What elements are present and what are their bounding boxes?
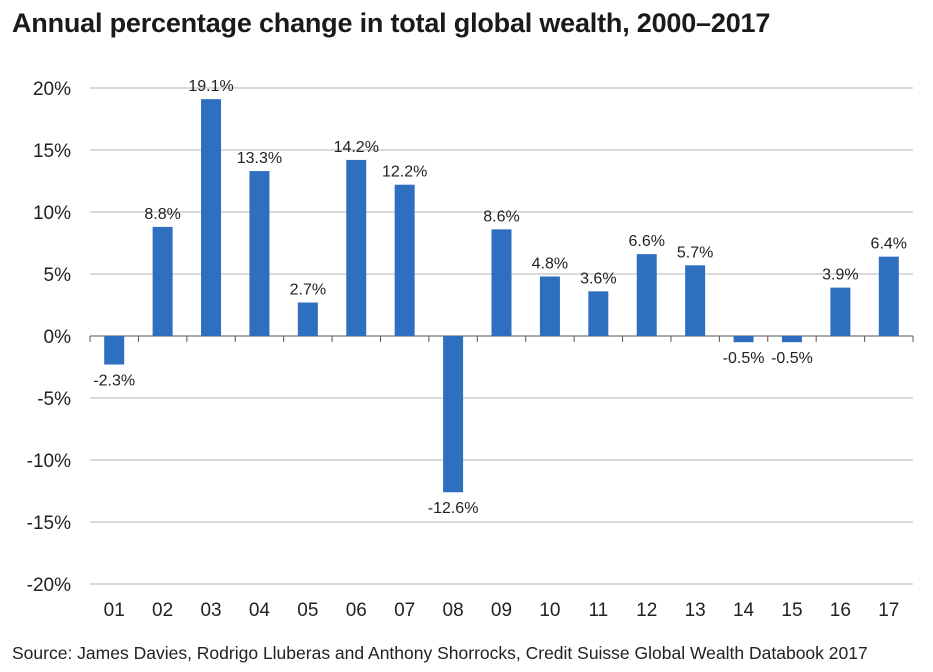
data-label: 8.8% (144, 206, 180, 223)
gridlines (89, 87, 914, 585)
bar (636, 254, 657, 336)
bar (781, 336, 802, 343)
y-tick-label: -15% (27, 513, 71, 534)
bar (539, 276, 560, 336)
y-tick-label: 20% (33, 79, 71, 100)
x-tick-label: 01 (104, 600, 125, 621)
data-label: 4.8% (532, 255, 568, 272)
x-tick-label: 12 (636, 600, 657, 621)
bar (394, 184, 415, 336)
x-tick-label: 16 (830, 600, 851, 621)
y-tick-label: 15% (33, 141, 71, 162)
x-axis-ticks: 01 02 03 04 05 06 07 08 09 10 11 12 13 14 15 16 17 (104, 600, 900, 621)
bar (104, 336, 125, 365)
data-label: 3.6% (580, 270, 616, 287)
bar (830, 287, 851, 336)
data-label: -2.3% (93, 373, 135, 390)
data-label: 2.7% (290, 282, 326, 299)
data-label: 6.4% (871, 236, 907, 253)
x-tick-label: 05 (297, 600, 318, 621)
bar (685, 265, 706, 336)
bar-chart: 20% 15% 10% 5% 0% -5% -10% -15% -20% -2.3% 8.8% 19… (27, 78, 914, 621)
chart-title: Annual percentage change in total global… (12, 8, 771, 38)
data-label: 12.2% (382, 164, 427, 181)
data-label: 8.6% (483, 208, 519, 225)
x-tick-label: 11 (588, 600, 608, 621)
bar (249, 171, 270, 336)
y-axis-ticks: 20% 15% 10% 5% 0% -5% -10% -15% -20% (27, 79, 71, 596)
data-label: 13.3% (237, 150, 282, 167)
x-tick-label: 08 (443, 600, 464, 621)
y-tick-label: -20% (27, 575, 71, 596)
data-label: -12.6% (428, 500, 479, 517)
data-label: -0.5% (771, 350, 813, 367)
data-labels: -2.3% 8.8% 19.1% 13.3% 2.7% 14.2%12.2% -12.6% 8… (93, 78, 907, 517)
x-tick-label: 15 (781, 600, 802, 621)
y-tick-label: -5% (37, 389, 71, 410)
bar (733, 336, 754, 343)
bars (104, 99, 899, 493)
bar (152, 226, 173, 336)
bar (878, 256, 899, 336)
x-tick-label: 02 (152, 600, 173, 621)
x-tick-label: 06 (346, 600, 367, 621)
data-label: 5.7% (677, 244, 713, 261)
data-label: -0.5% (723, 350, 765, 367)
data-label: 3.9% (822, 267, 858, 284)
x-tick-label: 13 (685, 600, 706, 621)
y-tick-label: -10% (27, 451, 71, 472)
x-tick-label: 07 (394, 600, 415, 621)
bar (491, 229, 512, 336)
data-label: 19.1% (188, 78, 233, 95)
x-tick-label: 14 (733, 600, 755, 621)
x-tick-label: 17 (878, 600, 899, 621)
data-label: 6.6% (629, 233, 665, 250)
bar (346, 159, 367, 336)
bar (588, 291, 609, 336)
x-tick-label: 10 (539, 600, 560, 621)
y-tick-label: 0% (44, 327, 72, 348)
y-tick-label: 5% (44, 265, 72, 286)
bar (201, 99, 222, 336)
x-tick-label: 03 (200, 600, 221, 621)
source-note: Source: James Davies, Rodrigo Lluberas a… (12, 643, 868, 663)
x-tick-label: 09 (491, 600, 512, 621)
data-label: 14.2% (334, 139, 379, 156)
bar (297, 302, 318, 336)
y-tick-label: 10% (33, 203, 71, 224)
bar (443, 336, 464, 493)
x-tick-label: 04 (249, 600, 271, 621)
